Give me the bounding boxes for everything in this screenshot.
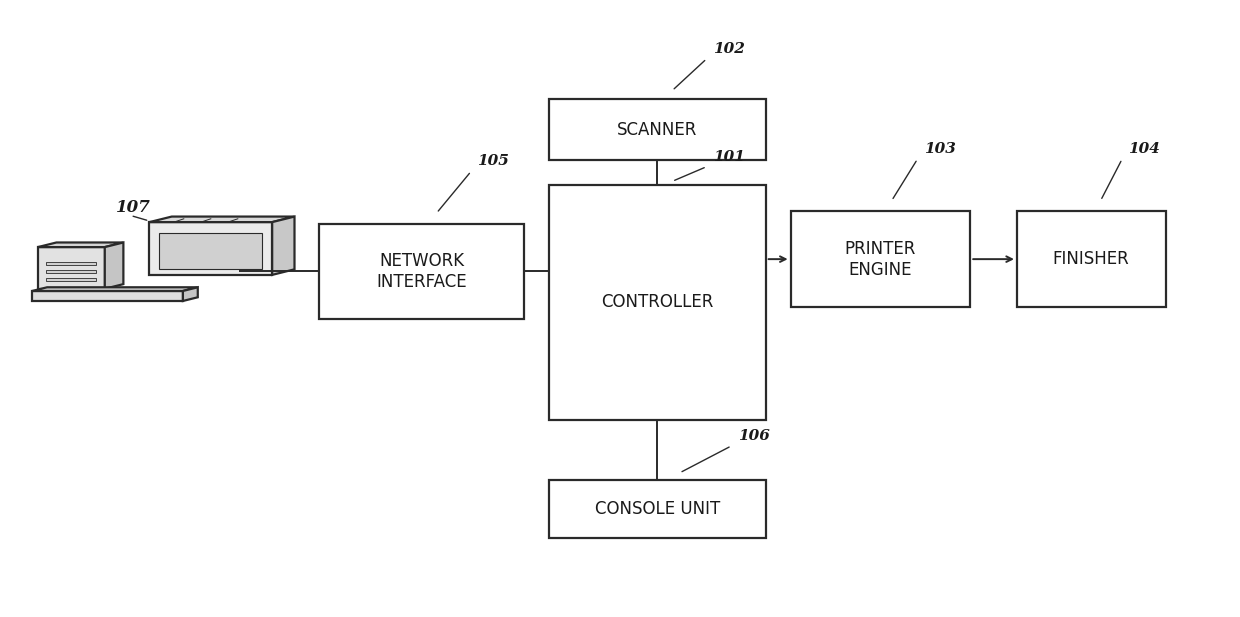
Polygon shape — [37, 242, 123, 247]
Text: 103: 103 — [924, 142, 956, 156]
Bar — [32, 291, 184, 301]
Text: 106: 106 — [738, 429, 770, 443]
Text: 101: 101 — [713, 149, 745, 164]
Bar — [549, 99, 765, 160]
Bar — [159, 233, 263, 268]
Polygon shape — [104, 242, 123, 289]
Polygon shape — [32, 288, 198, 291]
Polygon shape — [184, 288, 198, 301]
Bar — [46, 270, 95, 273]
Text: 107: 107 — [117, 199, 151, 216]
Bar — [791, 211, 970, 307]
Text: FINISHER: FINISHER — [1053, 250, 1130, 268]
Text: NETWORK
INTERFACE: NETWORK INTERFACE — [376, 252, 467, 291]
Text: CONSOLE UNIT: CONSOLE UNIT — [594, 500, 720, 518]
Text: PRINTER
ENGINE: PRINTER ENGINE — [844, 240, 916, 278]
Text: 104: 104 — [1128, 142, 1161, 156]
Bar — [1017, 211, 1166, 307]
Bar — [549, 480, 765, 538]
Text: 105: 105 — [477, 154, 510, 168]
Text: SCANNER: SCANNER — [618, 120, 697, 139]
Bar — [46, 262, 95, 265]
Bar — [37, 247, 104, 289]
Text: CONTROLLER: CONTROLLER — [601, 293, 713, 312]
Bar — [549, 185, 765, 420]
Polygon shape — [149, 217, 295, 222]
Polygon shape — [273, 217, 295, 275]
Text: 102: 102 — [713, 41, 745, 56]
Bar — [320, 223, 523, 320]
Bar — [149, 222, 273, 275]
Bar — [46, 278, 95, 281]
